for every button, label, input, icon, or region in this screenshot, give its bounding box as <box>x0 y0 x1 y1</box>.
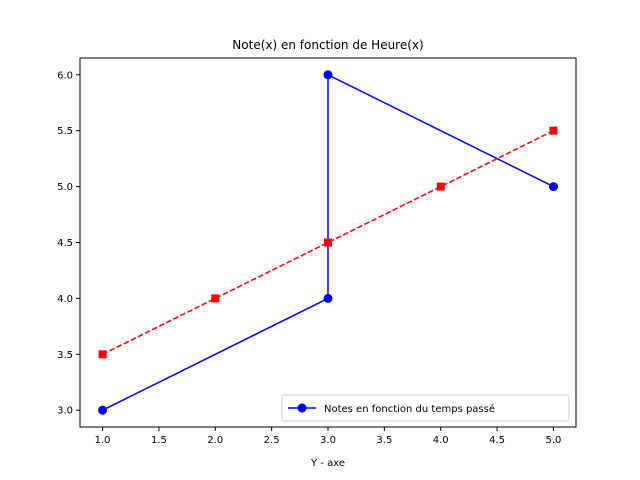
legend-box <box>281 394 570 422</box>
y-tick-label: 5.0 <box>57 182 73 193</box>
legend-marker-sample <box>297 403 307 413</box>
series-1-point <box>324 238 332 247</box>
x-tick-label: 1.5 <box>151 435 167 446</box>
series-0-point <box>323 70 333 80</box>
y-tick-label: 3.5 <box>57 350 73 361</box>
y-tick-label: 4.5 <box>57 238 73 249</box>
series-0-point <box>548 182 558 192</box>
x-tick-label: 4.0 <box>433 435 449 446</box>
x-tick-label: 5.0 <box>546 435 562 446</box>
series-1-point <box>436 182 445 191</box>
legend: Notes en fonction du temps passé <box>281 394 570 422</box>
y-tick-label: 6.0 <box>57 70 73 81</box>
x-tick-label: 4.5 <box>489 435 505 446</box>
series-1-line <box>102 130 554 355</box>
legend-label: Notes en fonction du temps passé <box>324 403 495 415</box>
x-axis: 1.0 1.5 2.0 2.5 3.0 3.5 4.0 4.5 5.0 <box>95 427 562 446</box>
y-axis: 3.0 3.5 4.0 4.5 5.0 5.5 6.0 <box>57 70 80 417</box>
series-0-line <box>102 73 554 411</box>
x-tick-label: 3.0 <box>320 435 336 446</box>
series-0-point <box>98 405 108 415</box>
y-tick-label: 4.0 <box>57 294 73 305</box>
x-tick-label: 2.5 <box>264 435 280 446</box>
series-1-point <box>98 350 107 359</box>
x-tick-label: 3.5 <box>376 435 392 446</box>
y-tick-label: 5.5 <box>57 126 73 137</box>
series-1-point <box>549 126 558 135</box>
x-axis-label: Y - axe <box>310 458 345 469</box>
series-1-point <box>211 294 220 303</box>
plot-area <box>98 70 558 415</box>
x-tick-label: 1.0 <box>95 435 111 446</box>
x-tick-label: 2.0 <box>207 435 223 446</box>
y-tick-label: 3.0 <box>57 406 73 417</box>
chart-title: Note(x) en fonction de Heure(x) <box>232 38 423 52</box>
series-0-point <box>323 293 333 303</box>
